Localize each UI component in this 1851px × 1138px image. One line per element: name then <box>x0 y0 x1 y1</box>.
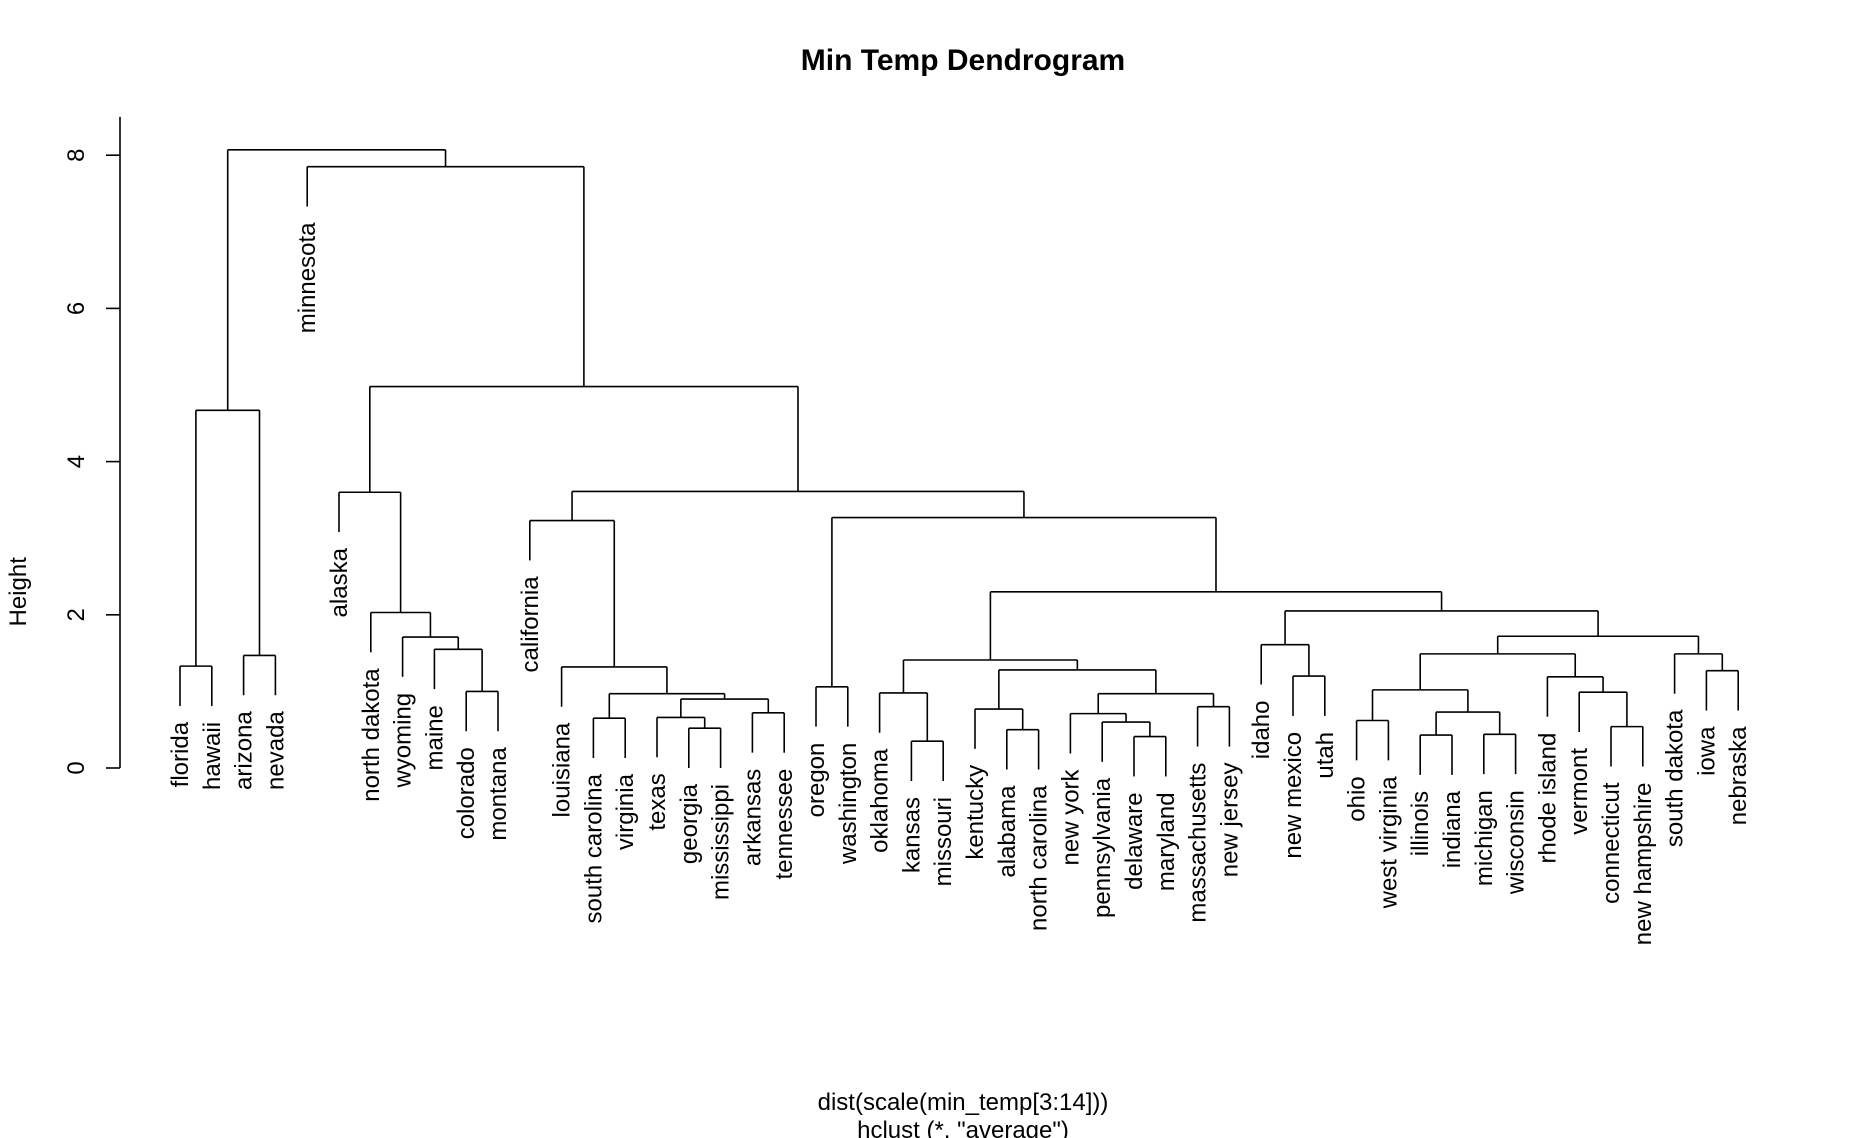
leaf-label-virginia: virginia <box>612 773 639 850</box>
leaf-label-kentucky: kentucky <box>962 765 989 860</box>
x-axis-label: dist(scale(min_temp[3:14])) <box>818 1089 1109 1116</box>
leaf-label-hawaii: hawaii <box>199 722 226 790</box>
leaf-label-florida: florida <box>167 721 194 787</box>
leaf-label-ohio: ohio <box>1344 776 1371 821</box>
leaf-label-iowa: iowa <box>1693 726 1720 776</box>
leaf-label-new-jersey: new jersey <box>1216 763 1243 878</box>
y-axis: 0 2 4 6 8 <box>63 116 121 775</box>
y-tick-label-1: 2 <box>63 608 90 621</box>
leaf-label-north-dakota: north dakota <box>358 668 385 802</box>
leaf-label-new-hampshire: new hampshire <box>1630 782 1657 945</box>
leaf-label-pennsylvania: pennsylvania <box>1089 777 1116 918</box>
leaf-label-arkansas: arkansas <box>739 769 766 866</box>
leaf-label-mississippi: mississippi <box>708 784 735 900</box>
dendrogram-links <box>179 149 1739 782</box>
leaf-label-oregon: oregon <box>803 743 830 818</box>
leaf-label-vermont: vermont <box>1566 748 1593 835</box>
leaf-label-maine: maine <box>421 705 448 770</box>
leaf-label-south-dakota: south dakota <box>1662 709 1689 847</box>
leaf-labels: florida hawaii arizona nevada colorado montan… <box>167 222 1752 945</box>
leaf-label-minnesota: minnesota <box>294 222 321 333</box>
leaf-label-colorado: colorado <box>453 747 480 839</box>
y-tick-label-4: 8 <box>63 149 90 162</box>
leaf-label-missouri: missouri <box>930 797 957 886</box>
leaf-label-nevada: nevada <box>262 711 289 790</box>
leaf-label-kansas: kansas <box>898 797 925 873</box>
leaf-label-washington: washington <box>835 743 862 865</box>
leaf-label-illinois: illinois <box>1407 791 1434 856</box>
leaf-label-massachusetts: massachusetts <box>1185 763 1212 923</box>
leaf-label-michigan: michigan <box>1471 790 1498 886</box>
leaf-label-west-virginia: west virginia <box>1375 776 1402 910</box>
leaf-label-california: california <box>517 576 544 673</box>
leaf-label-wyoming: wyoming <box>390 693 417 789</box>
leaf-label-wisconsin: wisconsin <box>1503 790 1530 895</box>
y-axis-label: Height <box>5 557 32 627</box>
leaf-label-maryland: maryland <box>1153 792 1180 891</box>
y-tick-label-0: 0 <box>63 761 90 774</box>
leaf-label-montana: montana <box>485 747 512 841</box>
leaf-label-utah: utah <box>1312 732 1339 779</box>
leaf-label-arizona: arizona <box>231 711 258 790</box>
leaf-label-louisiana: louisiana <box>549 722 576 817</box>
y-tick-label-3: 6 <box>63 302 90 315</box>
leaf-label-alaska: alaska <box>326 547 353 617</box>
leaf-label-rhode-island: rhode island <box>1534 733 1561 864</box>
leaf-label-texas: texas <box>644 773 671 830</box>
leaf-label-nebraska: nebraska <box>1725 726 1752 825</box>
leaf-label-idaho: idaho <box>1248 701 1275 760</box>
leaf-label-alabama: alabama <box>994 785 1021 878</box>
leaf-label-oklahoma: oklahoma <box>867 748 894 853</box>
leaf-label-georgia: georgia <box>676 783 703 864</box>
leaf-label-tennessee: tennessee <box>771 769 798 880</box>
leaf-label-south-carolina: south carolina <box>580 773 607 923</box>
leaf-label-new-mexico: new mexico <box>1280 732 1307 859</box>
leaf-label-connecticut: connecticut <box>1598 782 1625 904</box>
leaf-label-delaware: delaware <box>1121 792 1148 889</box>
leaf-label-new-york: new york <box>1057 768 1084 865</box>
chart-title: Min Temp Dendrogram <box>801 44 1125 77</box>
method-label: hclust (*, "average") <box>857 1117 1069 1138</box>
leaf-label-indiana: indiana <box>1439 790 1466 868</box>
leaf-label-north-carolina: north carolina <box>1026 785 1053 931</box>
y-tick-label-2: 4 <box>63 455 90 468</box>
